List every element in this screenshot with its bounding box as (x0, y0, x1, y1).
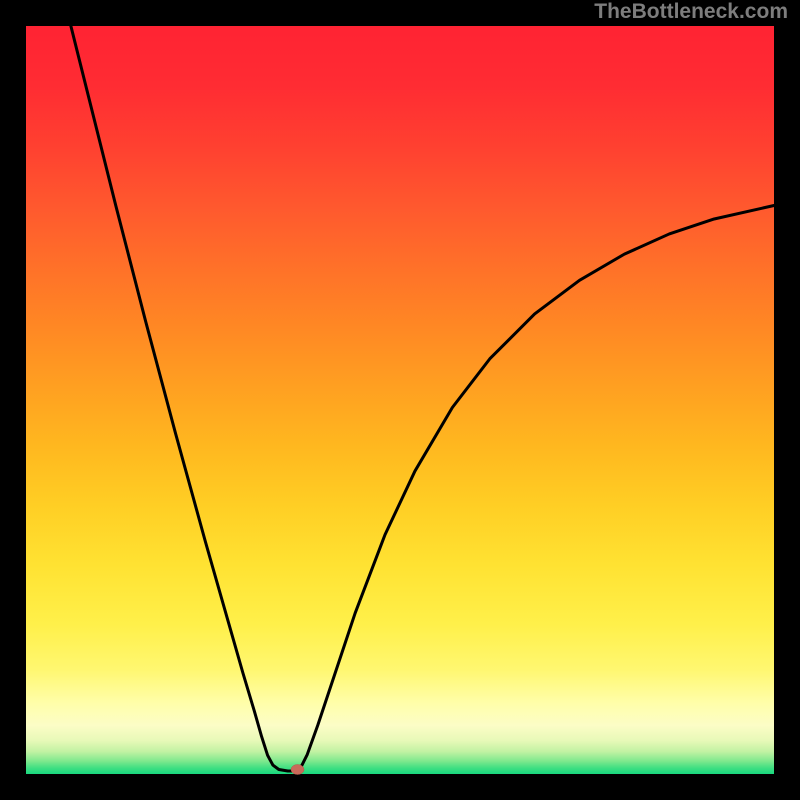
bottleneck-chart (0, 0, 800, 800)
chart-container: TheBottleneck.com (0, 0, 800, 800)
optimal-point-marker (291, 765, 304, 775)
plot-area (26, 26, 774, 774)
